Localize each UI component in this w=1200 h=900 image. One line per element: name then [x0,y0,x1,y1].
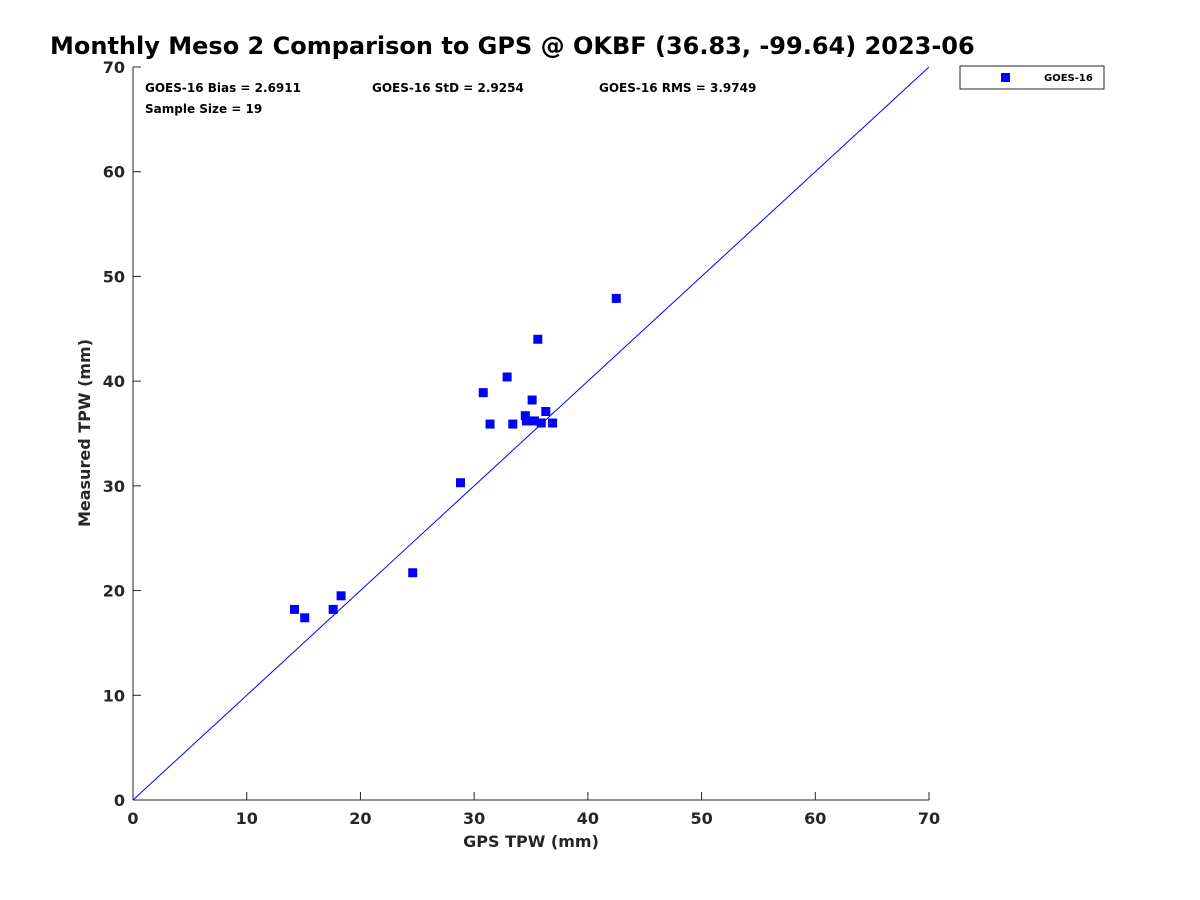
y-axis-label: Measured TPW (mm) [75,339,94,527]
stats-annotations: GOES-16 Bias = 2.6911 GOES-16 StD = 2.92… [145,81,756,116]
y-tick-label: 20 [103,582,125,601]
data-point [336,591,346,601]
data-point [289,604,299,614]
data-point [536,418,546,428]
legend-box [959,65,1105,90]
data-point [300,613,310,623]
stat-std: GOES-16 StD = 2.9254 [372,81,524,95]
data-point [455,478,465,488]
y-tick-label: 60 [103,163,125,182]
x-tick-label: 70 [918,809,940,828]
data-point [548,418,558,428]
chart-title: Monthly Meso 2 Comparison to GPS @ OKBF … [50,32,975,60]
x-axis-label: GPS TPW (mm) [463,832,599,851]
y-tick-label: 40 [103,372,125,391]
reference-line-group [132,66,930,801]
data-point [533,334,543,344]
data-point [611,293,621,303]
x-tick-label: 20 [349,809,371,828]
legend-label-goes-16: GOES-16 [1044,73,1093,84]
y-tick-label: 30 [103,477,125,496]
data-point [521,416,531,426]
data-point [408,568,418,578]
x-tick-label: 0 [127,809,138,828]
x-tick-label: 40 [577,809,599,828]
x-tick-label: 60 [804,809,826,828]
y-tick-label: 0 [114,791,125,810]
y-tick-label: 10 [103,686,125,705]
stat-rms: GOES-16 RMS = 3.9749 [599,81,756,95]
data-point [502,372,512,382]
legend-marker-goes-16 [1001,73,1010,82]
y-tick-label: 70 [103,58,125,77]
data-point [328,604,338,614]
data-point [527,395,537,405]
x-tick-label: 50 [690,809,712,828]
legend: GOES-16 [959,65,1105,90]
data-point [508,419,518,429]
data-point [478,388,488,398]
one-to-one-line [132,66,930,801]
axes: 0 10 20 30 40 50 60 70 0 10 20 30 40 50 60 70 [103,58,940,828]
stat-sample-size: Sample Size = 19 [145,102,262,116]
x-tick-label: 30 [463,809,485,828]
data-points [289,293,621,623]
y-tick-label: 50 [103,267,125,286]
stat-bias: GOES-16 Bias = 2.6911 [145,81,301,95]
data-point [520,411,530,421]
data-point [541,407,551,417]
x-tick-label: 10 [236,809,258,828]
data-point [485,419,495,429]
data-point [529,416,539,426]
